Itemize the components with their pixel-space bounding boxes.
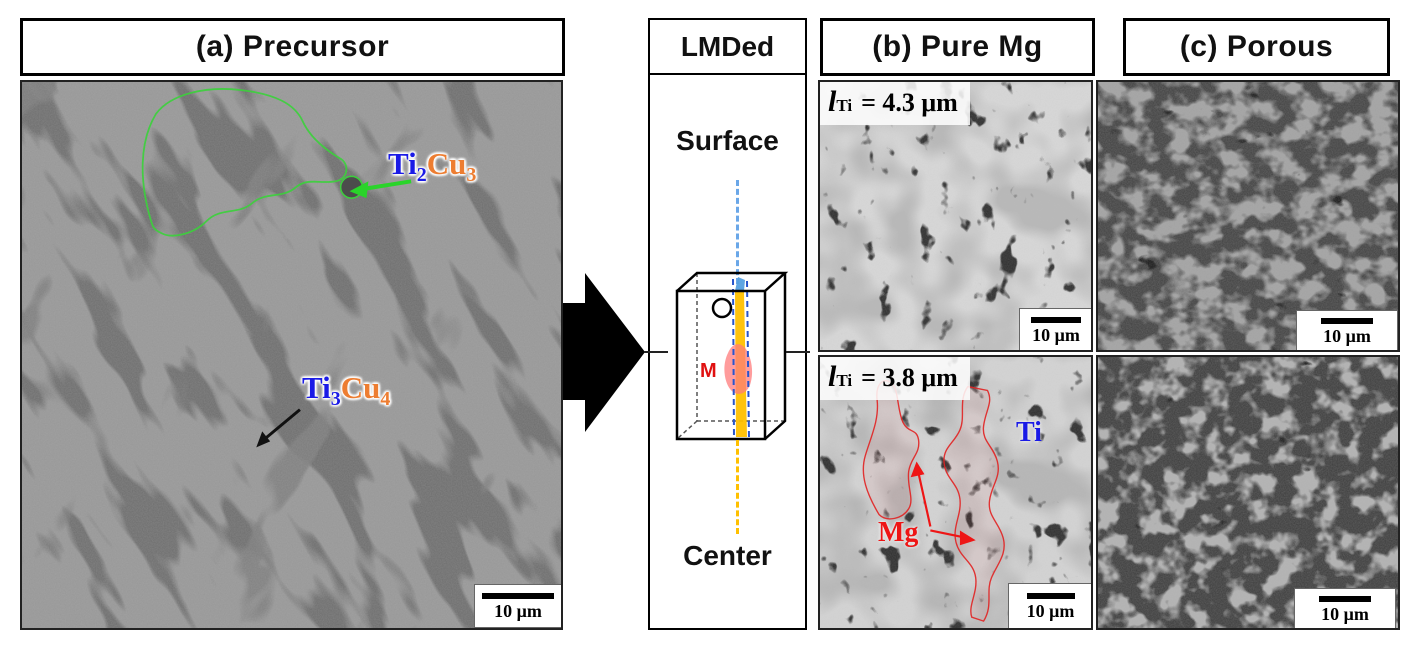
green-arrow-line [361,179,412,192]
green-region-outline [141,88,348,237]
scale-text-b-top: 10 μm [1032,324,1080,345]
scale-bar-c-bottom [1319,595,1371,602]
lti-value-top: = 4.3 μm [861,88,958,117]
green-arrow-head [349,181,369,199]
lti-value-bottom: = 3.8 μm [861,363,958,392]
ti2cu3-el2: Cu [426,146,467,181]
ti2cu3-el1: Ti [388,146,417,181]
mg-region-outline-1 [862,379,920,520]
lti-measure-top: l Ti = 4.3 μm [820,82,970,125]
lmded-schematic [675,271,789,441]
cuboid-visible-edges [675,271,789,441]
porous-top-texture [1098,82,1398,350]
scale-bar-box-a: 10 μm [474,584,561,628]
pure-mg-bottom-texture [820,357,1091,628]
lti-measure-bottom: l Ti = 3.8 μm [820,357,970,400]
ti2cu3-sub2: 3 [466,164,477,187]
ti2cu3-label: Ti2Cu3 [388,148,476,185]
panel-b-title: (b) Pure Mg [872,30,1043,63]
surface-label: Surface [676,125,779,156]
scale-text-a: 10 μm [494,600,542,621]
panel-c-title: (c) Porous [1179,30,1334,63]
surface-spot-circle [711,297,733,319]
ti3cu4-el1: Ti [302,370,331,405]
lti-sub-top: Ti [836,96,853,115]
melt-pool-region [724,344,753,394]
flow-arrow-shape [563,273,645,432]
black-arrow-head [256,431,271,448]
panel-b-bottom-micrograph: l Ti = 3.8 μm Ti Mg 10 μm [818,355,1093,630]
panel-b-header: (b) Pure Mg [820,18,1095,76]
panel-a-annotations [141,88,412,448]
melt-pool-m-label: M [700,360,717,382]
ti3cu4-sub1: 3 [330,388,341,411]
center-scan-dashed-line [736,440,739,534]
row-divider-tick-left [644,351,668,353]
scale-bar-box-c-top: 10 μm [1296,310,1398,350]
panel-b-bottom-annotations [862,379,1005,622]
ti3cu4-sub2: 4 [380,388,391,411]
mg-region-outline-2 [943,385,1005,622]
melt-track-top-wedge [735,277,745,291]
lti-sub-bottom: Ti [836,371,853,390]
lmded-header: LMDed [650,20,805,75]
scale-bar-b-top [1031,316,1081,323]
lmded-panel: LMDed Surface [648,18,807,630]
panel-c-bottom-micrograph: 10 μm [1096,355,1400,630]
scale-bar-box-b-bottom: 10 μm [1008,583,1091,628]
surface-scan-dashed-line [736,180,739,284]
panel-b-top-micrograph: l Ti = 4.3 μm 10 μm [818,80,1093,352]
precursor-texture [22,82,561,628]
ti2cu3-sub1: 2 [416,164,427,187]
lti-symbol-top: l [828,85,837,118]
panel-c-top-micrograph: 10 μm [1096,80,1400,352]
scale-bar-a [482,592,554,599]
scale-bar-b-bottom [1026,593,1075,599]
center-label: Center [683,540,772,571]
scale-text-c-bottom: 10 μm [1321,603,1369,624]
mg-phase-label: Mg [878,517,919,548]
pure-mg-top-texture [820,82,1091,350]
scale-bar-c-top [1321,317,1373,324]
mg-arrow-2-line [930,529,965,539]
lti-symbol-bottom: l [828,360,837,393]
row-divider-tick-right [786,351,810,353]
porous-bottom-texture [1098,357,1398,628]
scale-text-c-top: 10 μm [1323,325,1371,346]
ti3cu4-label: Ti3Cu4 [302,372,390,409]
mg-arrow-1-head [910,461,925,478]
flow-arrow [563,273,645,432]
mg-arrow-1-line [917,473,932,527]
lmded-title: LMDed [680,30,775,62]
panel-c-header: (c) Porous [1123,18,1390,76]
panel-a-header: (a) Precursor [20,18,565,76]
ti3cu4-el2: Cu [340,370,381,405]
panel-a-title: (a) Precursor [195,30,390,63]
scale-text-b-bottom: 10 μm [1026,601,1075,621]
scale-bar-box-b-top: 10 μm [1019,308,1091,350]
ti-phase-label: Ti [1016,417,1042,448]
scale-bar-box-c-bottom: 10 μm [1294,588,1396,628]
panel-a-micrograph: Ti2Cu3 Ti3Cu4 10 μm [20,80,563,630]
black-arrow-line [263,408,301,441]
